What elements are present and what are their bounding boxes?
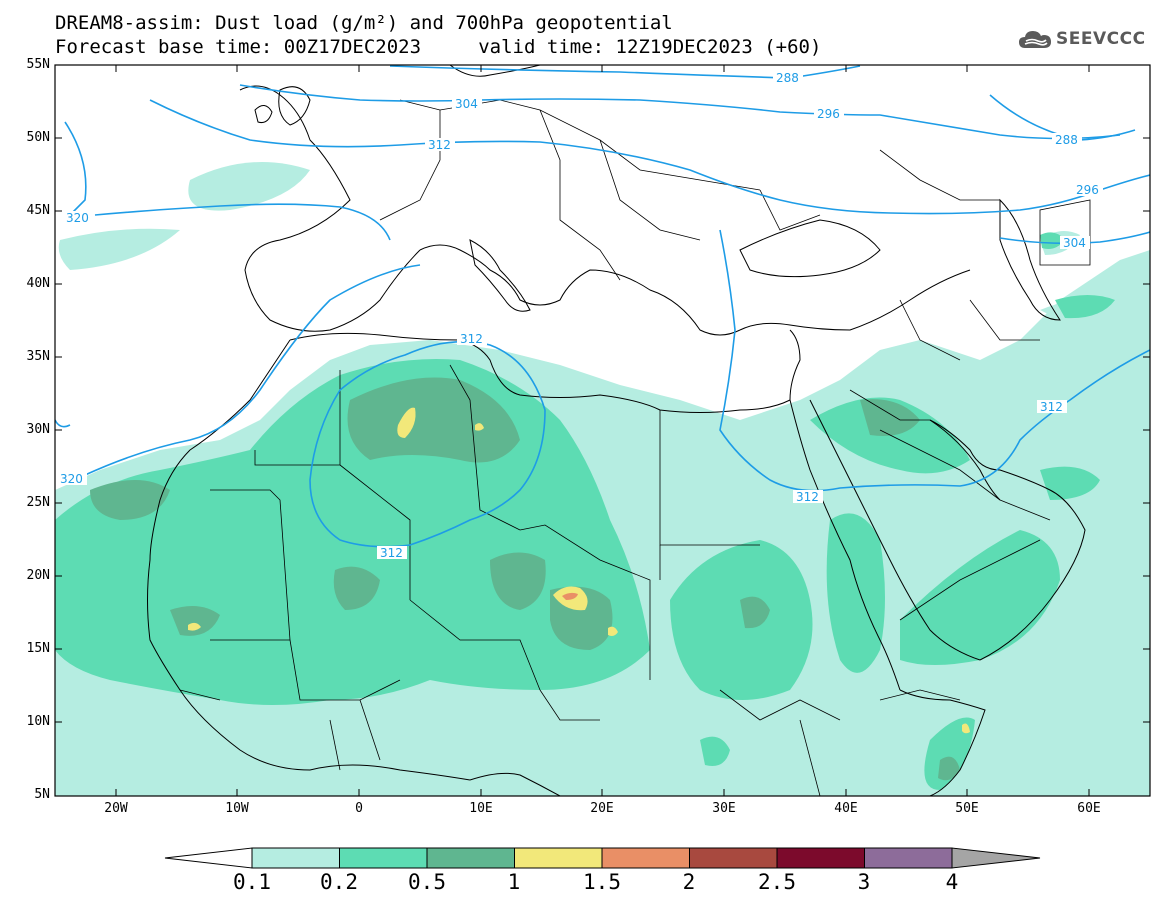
lon-label: 0 <box>355 801 363 816</box>
colorbar-label: 1.5 <box>583 870 621 894</box>
logo-text: SEEVCCC <box>1056 29 1146 49</box>
geopotential-contours <box>55 65 1150 548</box>
contour-label: 320 <box>66 211 89 225</box>
colorbar-label: 2.5 <box>758 870 796 894</box>
country-borders <box>179 99 1091 796</box>
cloud-icon <box>1019 31 1051 48</box>
contour-label: 320 <box>60 472 83 486</box>
colorbar-label: 0.2 <box>320 870 358 894</box>
lon-label: 10E <box>469 801 493 816</box>
lat-label: 30N <box>26 422 50 437</box>
contour-label: 296 <box>1076 183 1099 197</box>
lat-label: 5N <box>34 787 50 802</box>
lon-label: 10W <box>225 801 249 816</box>
seevccc-logo: SEEVCCC <box>1018 28 1146 50</box>
colorbar-label: 1 <box>507 870 521 894</box>
lon-label: 50E <box>955 801 979 816</box>
lat-label: 55N <box>26 57 50 72</box>
lon-label: 30E <box>712 801 736 816</box>
colorbar-label: 3 <box>857 870 871 894</box>
lat-label: 40N <box>26 276 50 291</box>
dust-shading-high <box>90 377 960 781</box>
colorbar-label: 0.5 <box>408 870 446 894</box>
contour-label: 288 <box>776 71 799 85</box>
contour-label: 312 <box>1040 400 1063 414</box>
contour-label: 296 <box>817 107 840 121</box>
axis-ticks <box>55 64 1150 796</box>
contour-label: 312 <box>796 490 819 504</box>
dust-shading-max <box>562 592 578 600</box>
lon-label: 20E <box>590 801 614 816</box>
colorbar-label: 4 <box>945 870 959 894</box>
lon-label: 20W <box>104 801 128 816</box>
lat-label: 25N <box>26 495 50 510</box>
lon-label: 40E <box>834 801 858 816</box>
colorbar-label: 2 <box>682 870 696 894</box>
lat-label: 35N <box>26 349 50 364</box>
lon-label: 60E <box>1077 801 1101 816</box>
contour-label: 312 <box>428 138 451 152</box>
colorbar-label: 0.1 <box>233 870 271 894</box>
lat-label: 15N <box>26 641 50 656</box>
contour-label: 288 <box>1055 133 1078 147</box>
contour-label: 304 <box>1063 236 1086 250</box>
lat-label: 45N <box>26 203 50 218</box>
contour-label: 312 <box>460 332 483 346</box>
map-title: DREAM8-assim: Dust load (g/m²) and 700hP… <box>55 12 673 34</box>
contour-label: 304 <box>455 97 478 111</box>
coastlines <box>147 65 1086 796</box>
contour-label: 312 <box>380 546 403 560</box>
lat-label: 10N <box>26 714 50 729</box>
lat-label: 50N <box>26 130 50 145</box>
forecast-times: Forecast base time: 00Z17DEC2023 valid t… <box>55 36 822 58</box>
lat-label: 20N <box>26 568 50 583</box>
contour-labels: 288 296 304 312 320 288 296 304 312 312 … <box>57 71 1103 560</box>
